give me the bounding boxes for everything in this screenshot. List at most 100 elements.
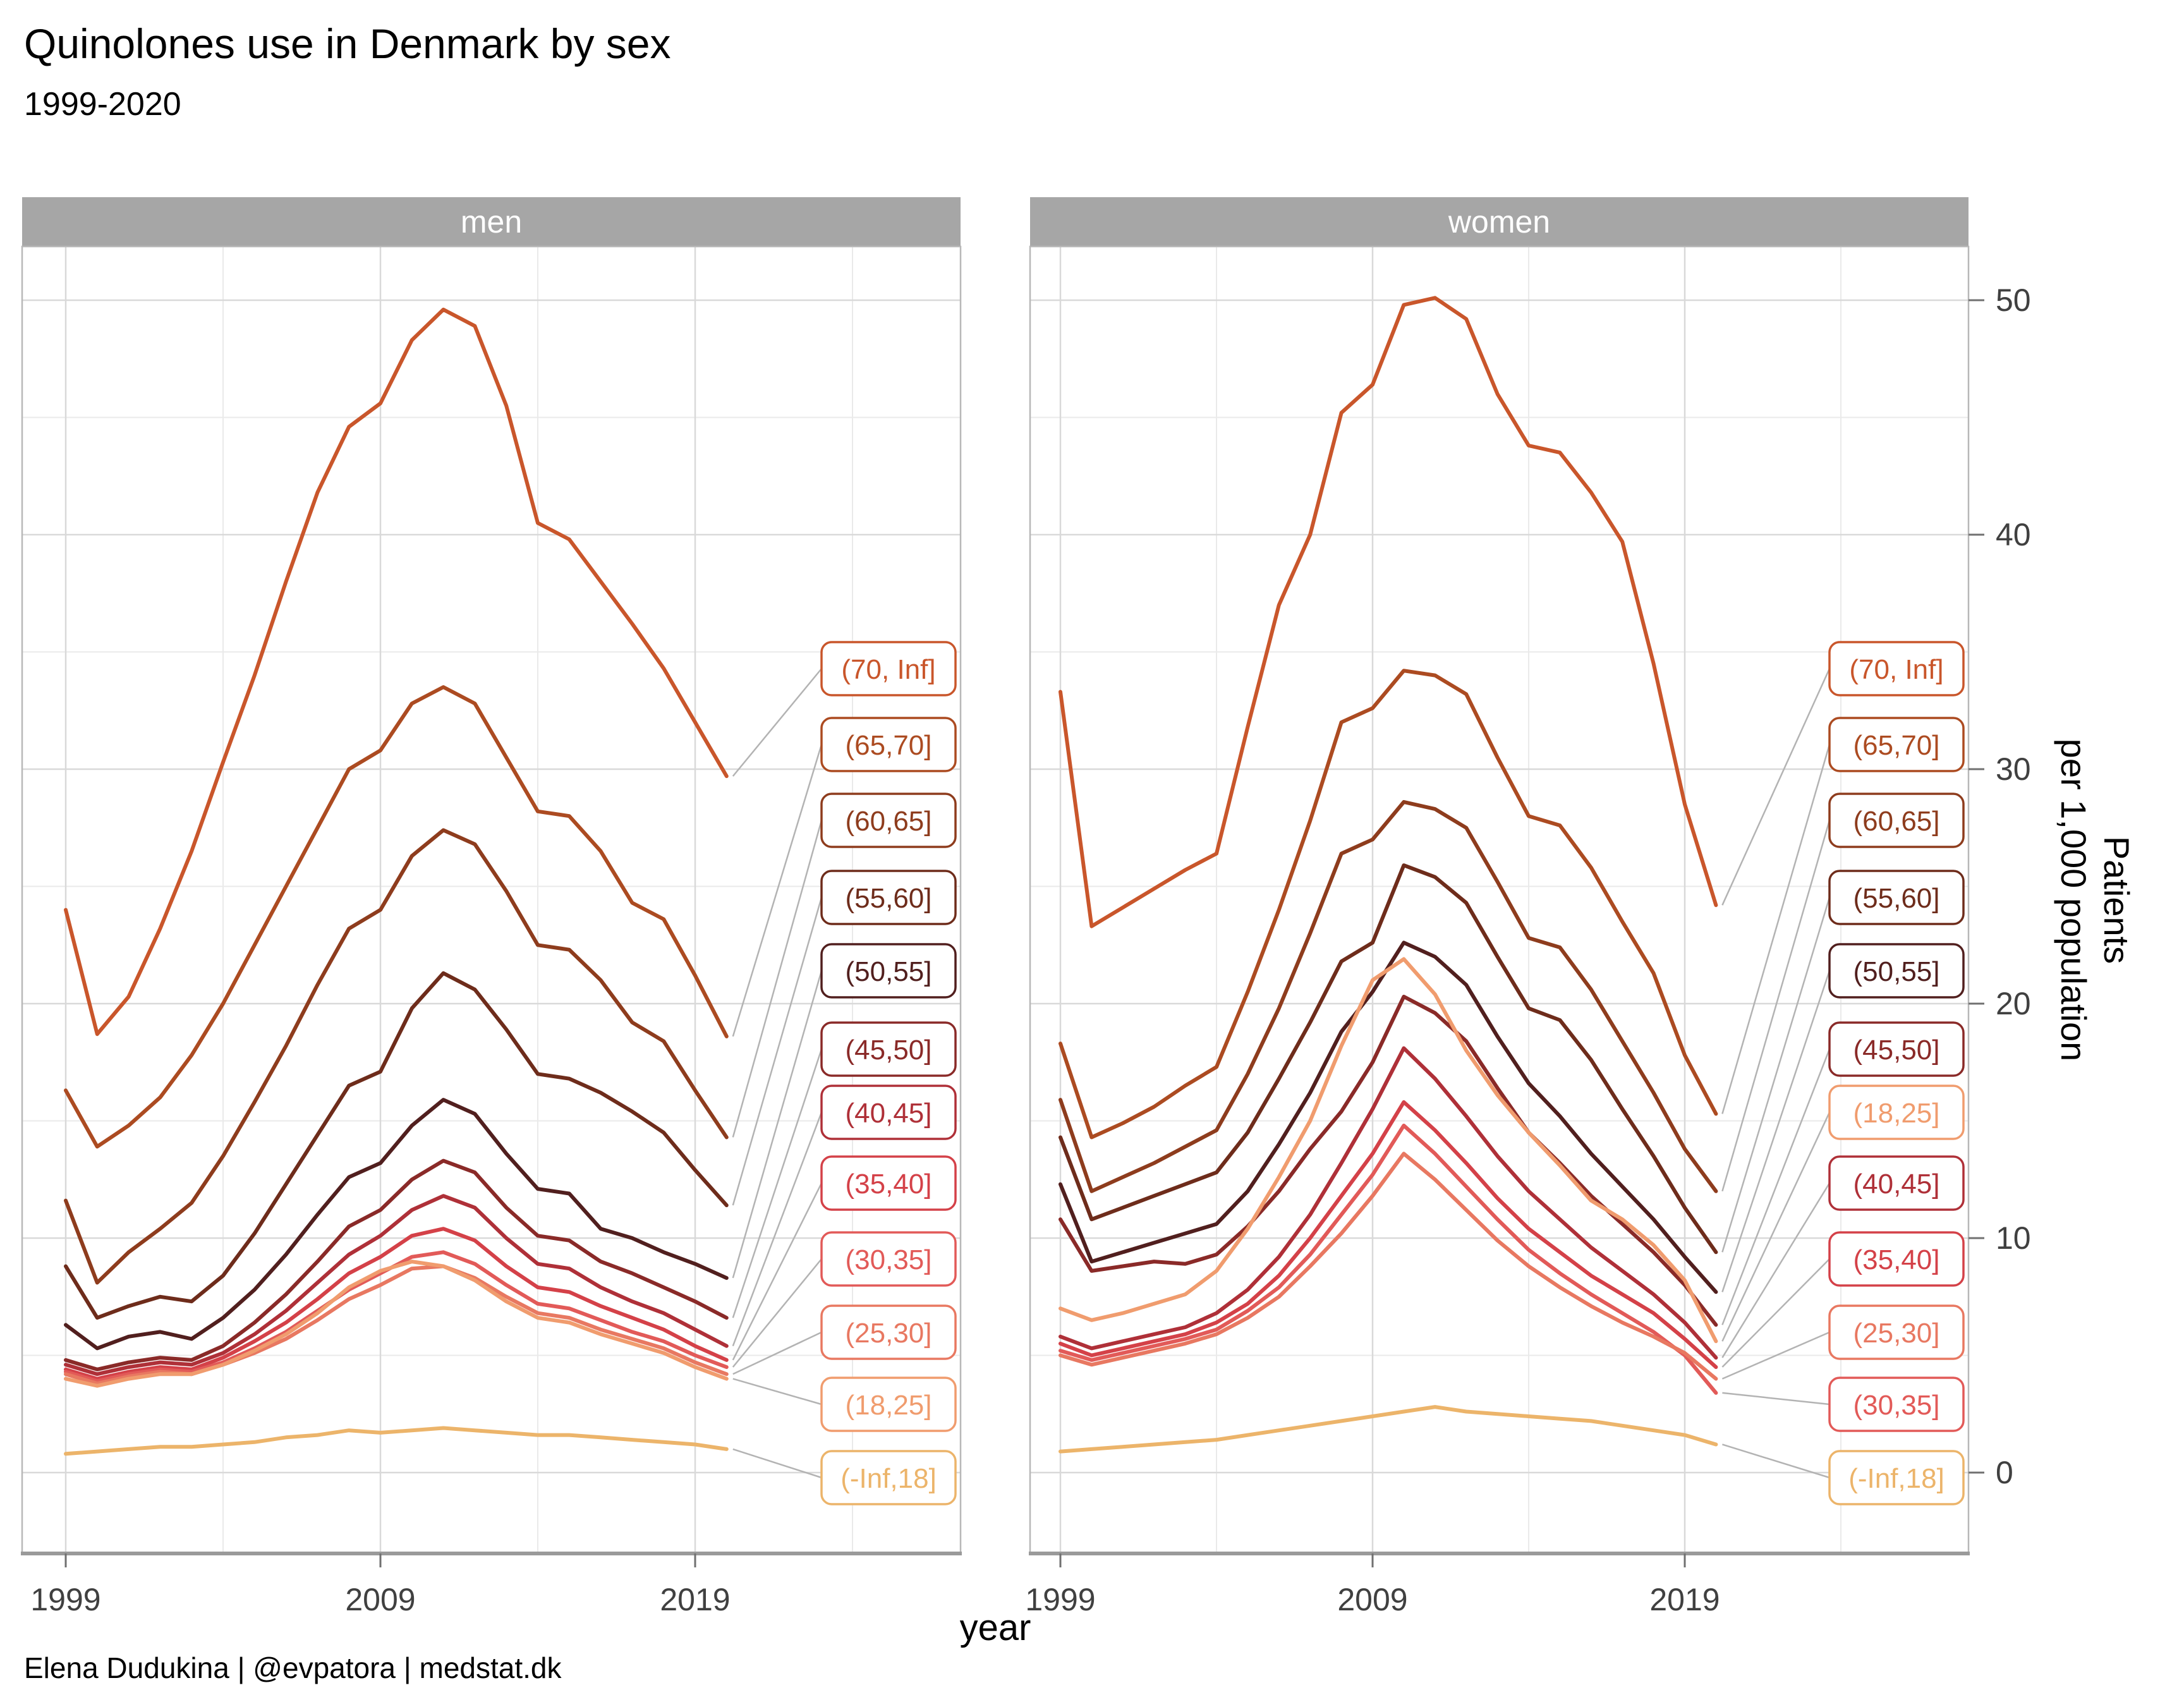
series-line-(55,60] [64, 971, 729, 1320]
facet-panels: men (70, Inf] (65,70] (60,65] (55,60] (50,55]… [21, 197, 1970, 1617]
label-leader-(50,55] [1721, 970, 1831, 1292]
label-leader-(40,45] [732, 1112, 823, 1347]
series-label-text-(70, Inf]: (70, Inf] [841, 654, 935, 685]
facet-strip-women [1030, 197, 1969, 246]
series-line-(35,40] [1059, 1100, 1718, 1370]
series-label-box-(60,65] [820, 793, 957, 848]
series-label-box-(70, Inf] [820, 641, 957, 696]
series-line-(70, Inf] [64, 307, 729, 1036]
label-leader-(60,65] [732, 820, 823, 1138]
series-label-box-(25,30] [820, 1304, 957, 1360]
series-label-text-(35,40]: (35,40] [1853, 1244, 1940, 1275]
label-leader-(55,60] [732, 897, 823, 1206]
series-label-text-(25,30]: (25,30] [1853, 1318, 1940, 1349]
series-label-text-(70, Inf]: (70, Inf] [1849, 654, 1943, 685]
y-axis-title: Patientsper 1,000 population [2054, 739, 2137, 1062]
series-label-text-(65,70]: (65,70] [1853, 730, 1940, 761]
series-label-text-(60,65]: (60,65] [1853, 806, 1940, 837]
series-label-box-(35,40] [820, 1155, 957, 1211]
facet-strip-label: women [1448, 204, 1550, 240]
series-label-box-(65,70] [1828, 717, 1965, 772]
series-label-text-(50,55]: (50,55] [846, 956, 932, 987]
series-label-text-(55,60]: (55,60] [1853, 883, 1940, 914]
series-line-(-Inf,18] [64, 1426, 729, 1456]
y-tick-label: 30 [1996, 751, 2031, 787]
facet-women: women (70, Inf] (65,70] (60,65] (55,60] (50,5… [1025, 197, 1970, 1617]
series-line-(25,30] [1059, 1152, 1718, 1381]
facet-strip-label: men [461, 204, 522, 240]
label-leader-(30,35] [732, 1258, 822, 1368]
series-label-text-(25,30]: (25,30] [846, 1318, 932, 1349]
series-line-(18,25] [64, 1260, 729, 1388]
series-label-box-(35,40] [1828, 1231, 1965, 1287]
label-leader-(70, Inf] [732, 668, 822, 777]
facet-men: men (70, Inf] (65,70] (60,65] (55,60] (50,55]… [21, 197, 962, 1617]
series-label-text-(30,35]: (30,35] [846, 1244, 932, 1275]
x-tick-label: 1999 [1025, 1582, 1095, 1617]
series-label-box-(25,30] [1828, 1304, 1965, 1360]
series-label-text-(18,25]: (18,25] [1853, 1098, 1940, 1129]
series-label-text-(55,60]: (55,60] [846, 883, 932, 914]
series-label-box-(55,60] [820, 870, 957, 925]
series-line-(-Inf,18] [1059, 1405, 1718, 1454]
series-label-box-(40,45] [1828, 1155, 1965, 1211]
label-leader-(35,40] [732, 1182, 823, 1361]
label-leader-(40,45] [1721, 1182, 1831, 1358]
series-label-text-(35,40]: (35,40] [846, 1169, 932, 1200]
label-leader-(30,35] [1722, 1392, 1830, 1406]
series-label-text-(60,65]: (60,65] [846, 806, 932, 837]
label-leader-(65,70] [732, 744, 823, 1037]
label-leader-(18,25] [1721, 1112, 1831, 1342]
label-leader-(-Inf,18] [1722, 1444, 1830, 1479]
label-leader-(45,50] [732, 1049, 823, 1318]
series-label-box-(18,25] [1828, 1085, 1965, 1140]
series-line-(60,65] [1059, 799, 1718, 1193]
series-label-box-(70, Inf] [1828, 641, 1965, 696]
y-tick-label: 20 [1996, 986, 2031, 1021]
series-label-text-(18,25]: (18,25] [846, 1390, 932, 1421]
series-label-box-(55,60] [1828, 870, 1965, 925]
y-tick-label: 40 [1996, 517, 2031, 552]
series-label-box-(60,65] [1828, 793, 1965, 848]
series-label-text-(65,70]: (65,70] [846, 730, 932, 761]
series-label-text-(30,35]: (30,35] [1853, 1390, 1940, 1421]
series-label-box-(30,35] [1828, 1377, 1965, 1432]
series-label-box-(45,50] [1828, 1021, 1965, 1077]
series-line-(40,45] [64, 1194, 729, 1377]
label-leader-(55,60] [1721, 897, 1831, 1253]
x-tick-label: 1999 [30, 1582, 100, 1617]
x-tick-label: 2009 [1337, 1582, 1407, 1617]
label-leader-(18,25] [732, 1378, 822, 1406]
series-label-text-(40,45]: (40,45] [1853, 1169, 1940, 1200]
series-line-(60,65] [64, 828, 729, 1285]
series-line-(65,70] [64, 685, 729, 1149]
x-tick-label: 2009 [345, 1582, 415, 1617]
series-label-text-(-Inf,18]: (-Inf,18] [840, 1463, 937, 1494]
series-label-box-(-Inf,18] [1828, 1450, 1965, 1505]
series-label-text-(-Inf,18]: (-Inf,18] [1848, 1463, 1944, 1494]
series-label-box-(50,55] [820, 943, 957, 999]
series-line-(55,60] [1059, 863, 1718, 1255]
series-line-(35,40] [64, 1227, 729, 1381]
label-leader-(45,50] [1721, 1049, 1831, 1325]
label-leader-(70, Inf] [1721, 668, 1831, 906]
label-leader-(35,40] [1721, 1258, 1830, 1368]
label-leader-(-Inf,18] [732, 1448, 822, 1479]
label-leader-(25,30] [732, 1331, 822, 1375]
y-tick-label: 10 [1996, 1220, 2031, 1256]
x-tick-label: 2019 [1649, 1582, 1720, 1617]
y-axis-title-text: Patientsper 1,000 population [2054, 739, 2137, 1062]
y-axis: 0 10 20 30 40 50 [1969, 283, 2031, 1490]
series-line-(18,25] [1059, 957, 1718, 1344]
label-leader-(65,70] [1721, 744, 1831, 1114]
series-label-box-(65,70] [820, 717, 957, 772]
series-label-box-(-Inf,18] [820, 1450, 957, 1505]
series-label-text-(45,50]: (45,50] [1853, 1035, 1940, 1066]
y-tick-label: 0 [1996, 1455, 2013, 1490]
facet-strip-men [22, 197, 961, 246]
x-axis-title: year [960, 1607, 1031, 1648]
series-line-(50,55] [64, 1098, 729, 1351]
page-subtitle: 1999-2020 [24, 86, 181, 123]
